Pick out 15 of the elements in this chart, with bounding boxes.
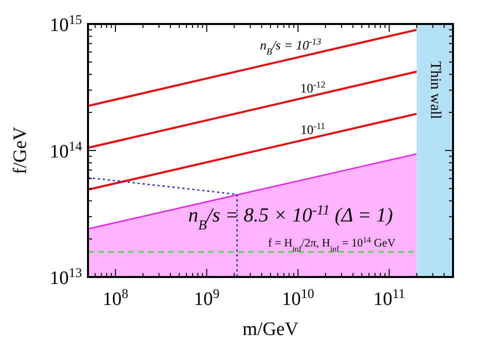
x-tick-label: 10$^{9}$ xyxy=(194,286,220,310)
x-tick-label: 10$^{11}$ xyxy=(373,286,406,310)
y-axis-title: f/GeV xyxy=(10,126,31,174)
annotation: f = H$_{inf}$/2π, H$_{inf}$ = 10$^{14}$ GeV xyxy=(268,235,396,254)
band-label: Thin wall xyxy=(426,61,443,120)
annotation: 10$^{-12}$ xyxy=(300,79,326,96)
annotation: 10$^{-11}$ xyxy=(300,121,326,138)
y-tick-label: 10$^{14}$ xyxy=(50,138,82,162)
y-tick-label: 10$^{15}$ xyxy=(50,12,82,36)
annotation: n$_{B}$/s = 8.5 × 10$^{-11}$ (Δ = 1) xyxy=(188,202,394,233)
y-tick-label: 10$^{13}$ xyxy=(50,264,82,289)
x-axis-title: m/GeV xyxy=(242,319,299,340)
x-tick-label: 10$^{10}$ xyxy=(282,286,314,310)
annotation: n$_{B}$/s = 10$^{-13}$ xyxy=(260,36,322,56)
x-tick-label: 10$^{8}$ xyxy=(102,286,129,310)
